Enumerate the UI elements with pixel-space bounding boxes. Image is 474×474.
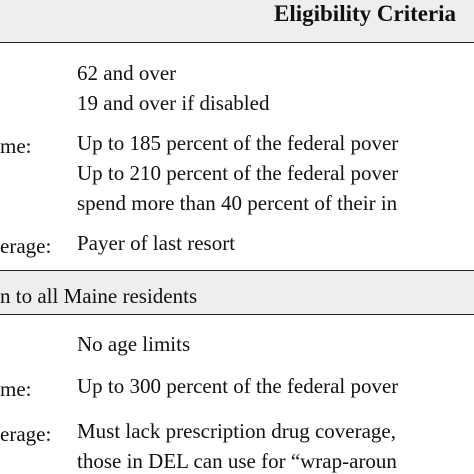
- section-band: [0, 270, 474, 314]
- income-criterion-line-3: spend more than 40 percent of their in: [77, 191, 398, 215]
- income-criterion-line-1: Up to 185 percent of the federal pover: [77, 131, 399, 155]
- section-top-divider: [0, 270, 474, 271]
- age-criterion-line-1: 62 and over: [77, 61, 177, 85]
- coverage-criterion: Payer of last resort: [77, 231, 236, 255]
- income-criterion-line-2: Up to 210 percent of the federal pover: [77, 161, 399, 185]
- second-coverage-line-2: those in DEL can use for “wrap-aroun: [77, 449, 397, 473]
- second-coverage-line-1: Must lack prescription drug coverage,: [77, 419, 396, 443]
- second-income-criterion: Up to 300 percent of the federal pover: [77, 374, 399, 398]
- second-coverage-label: erage:: [0, 422, 52, 446]
- coverage-label: erage:: [0, 234, 52, 258]
- second-income-label: me:: [0, 377, 32, 401]
- eligibility-criteria-heading: Eligibility Criteria: [274, 1, 457, 26]
- header-divider: [0, 42, 474, 43]
- section-bottom-divider: [0, 314, 474, 315]
- table-header: Eligibility Criteria: [0, 0, 474, 43]
- section-title: n to all Maine residents: [0, 284, 198, 308]
- income-label: me:: [0, 134, 32, 158]
- second-age-criterion: No age limits: [77, 332, 191, 356]
- age-criterion-line-2: 19 and over if disabled: [77, 91, 270, 115]
